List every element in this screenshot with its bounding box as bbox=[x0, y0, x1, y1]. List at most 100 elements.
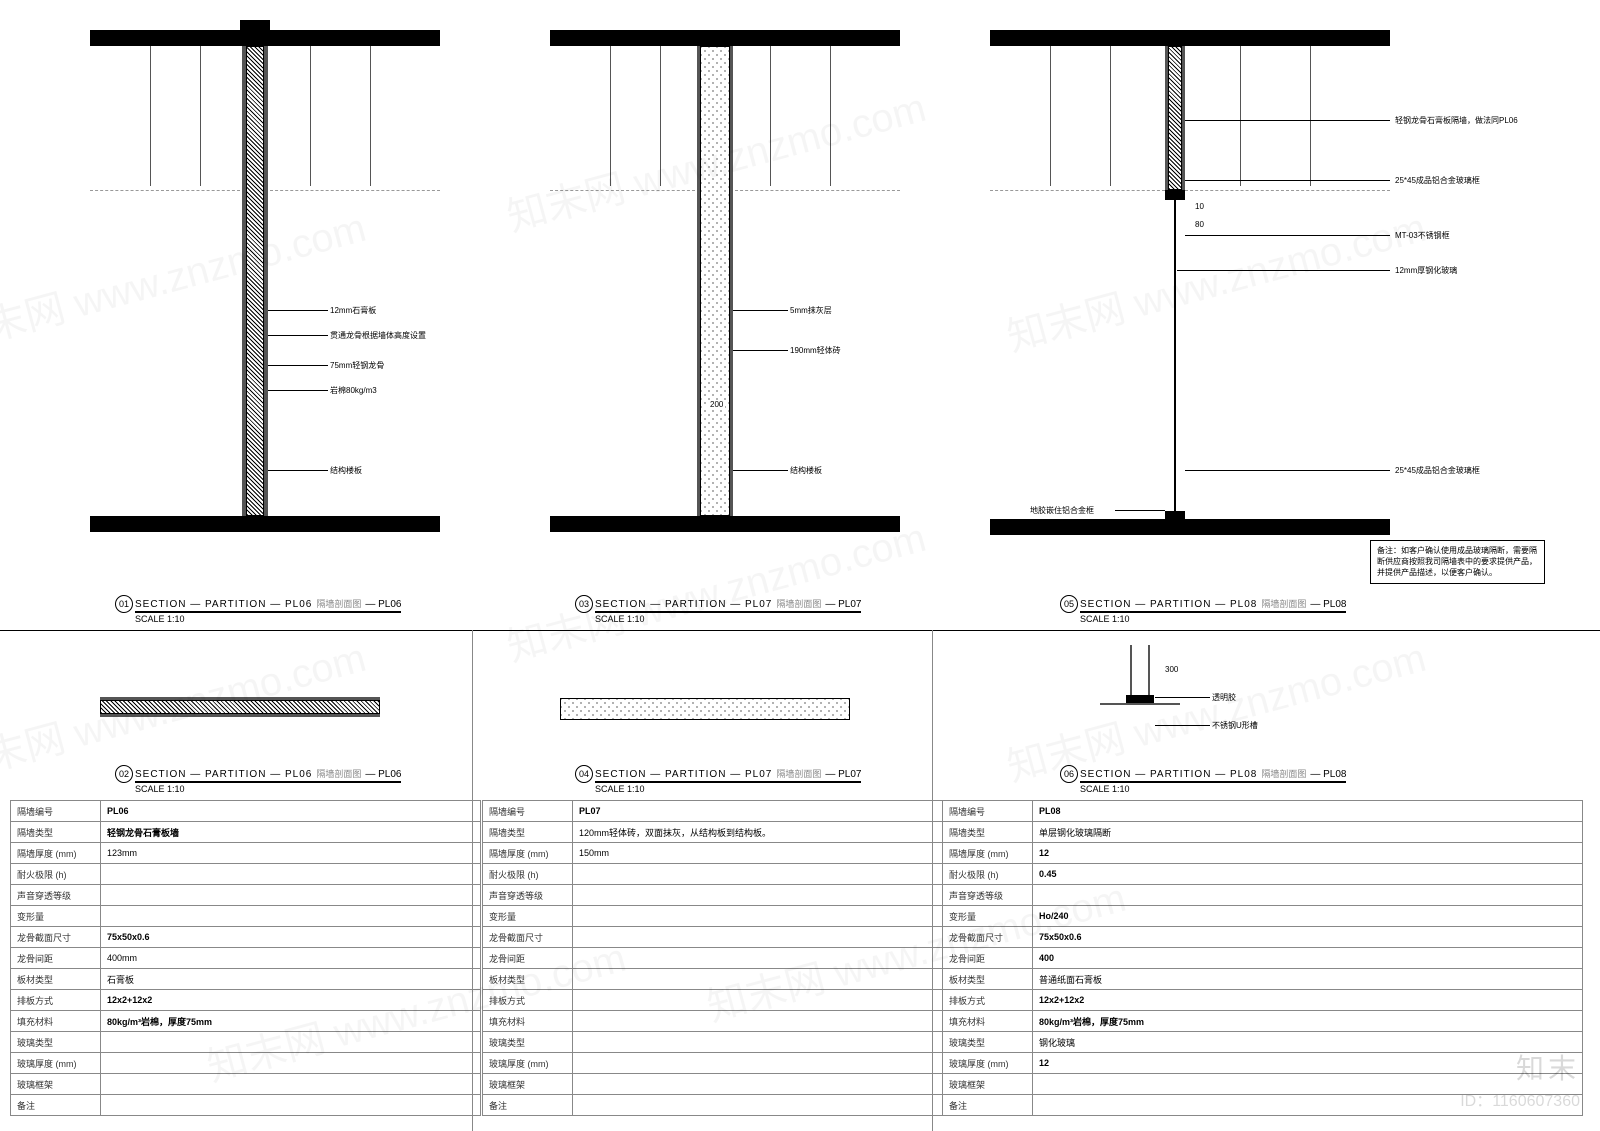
ceiling-r bbox=[270, 190, 440, 191]
callout-pl08-5: 25*45成品铝合金玻璃框 bbox=[1395, 465, 1480, 476]
id-mark: 知末 ID：1160607360 bbox=[1460, 1047, 1580, 1111]
hanger4 bbox=[830, 46, 831, 186]
callout-pl06-4: 岩棉80kg/m3 bbox=[330, 385, 377, 396]
callout-pl06-3: 75mm轻钢龙骨 bbox=[330, 360, 384, 371]
leader bbox=[1177, 270, 1390, 271]
dim-300: 300 bbox=[1165, 665, 1178, 674]
callout-pl07-1: 5mm抹灰层 bbox=[790, 305, 832, 316]
board-t bbox=[100, 697, 380, 700]
dim-10: 10 bbox=[1195, 202, 1204, 211]
callout-pl07-4: 结构楼板 bbox=[790, 465, 822, 476]
dim-80: 80 bbox=[1195, 220, 1204, 229]
leader bbox=[268, 335, 328, 336]
leader bbox=[1115, 510, 1165, 511]
num: 06 bbox=[1060, 765, 1078, 783]
spec-table-pl06: 隔墙编号PL06 隔墙类型轻钢龙骨石膏板墙 隔墙厚度 (mm)123mm 耐火极… bbox=[10, 800, 481, 1116]
num: 01 bbox=[115, 595, 133, 613]
hanger1 bbox=[150, 46, 151, 186]
frame-bot bbox=[1165, 511, 1185, 519]
callout-pl07-3: 200 bbox=[708, 400, 725, 409]
hanger1 bbox=[610, 46, 611, 186]
drawing-pl07-plan bbox=[560, 680, 860, 740]
slab-top-stub bbox=[240, 20, 270, 30]
glass-2 bbox=[1148, 645, 1150, 695]
page: 12mm石膏板 贯通龙骨根据墙体高度设置 75mm轻钢龙骨 岩棉80kg/m3 … bbox=[0, 0, 1600, 1131]
hanger4 bbox=[1310, 46, 1311, 186]
title-02: 02SECTION — PARTITION — PL06隔墙剖面图— PL06 … bbox=[115, 765, 401, 794]
leader bbox=[1185, 235, 1390, 236]
hanger2 bbox=[660, 46, 661, 186]
ceiling-l bbox=[90, 190, 240, 191]
leader bbox=[1155, 725, 1210, 726]
leader bbox=[268, 310, 328, 311]
callout-plan-3: 不锈钢U形槽 bbox=[1212, 720, 1258, 731]
callout-plan-2: 透明胶 bbox=[1212, 692, 1236, 703]
leader bbox=[1155, 697, 1210, 698]
callout-pl08-3: MT-03不锈钢框 bbox=[1395, 230, 1450, 241]
frame-top bbox=[1165, 190, 1185, 200]
leader bbox=[733, 470, 788, 471]
title-05: 05SECTION — PARTITION — PL08隔墙剖面图— PL08 … bbox=[1060, 595, 1346, 624]
note-pl08: 备注：如客户确认使用成品玻璃隔断，需要隔断供应商按照我司隔墙表中的要求提供产品，… bbox=[1370, 540, 1545, 584]
hanger3 bbox=[1240, 46, 1241, 186]
title-06: 06SECTION — PARTITION — PL08隔墙剖面图— PL08 … bbox=[1060, 765, 1346, 794]
callout-pl06-2: 贯通龙骨根据墙体高度设置 bbox=[330, 330, 426, 341]
hanger2 bbox=[200, 46, 201, 186]
glass bbox=[1174, 200, 1176, 511]
board-l bbox=[242, 46, 246, 516]
wall-block bbox=[700, 46, 730, 516]
callout-pl08-4: 12mm厚钢化玻璃 bbox=[1395, 265, 1457, 276]
num: 05 bbox=[1060, 595, 1078, 613]
slab-bot bbox=[990, 519, 1390, 535]
wall-plan bbox=[100, 700, 380, 714]
title-01: 01SECTION — PARTITION — PL06隔墙剖面图— PL06 … bbox=[115, 595, 401, 624]
num: 03 bbox=[575, 595, 593, 613]
callout-pl08-1: 轻钢龙骨石膏板隔墙，做法同PL06 bbox=[1395, 115, 1518, 126]
board-r bbox=[264, 46, 268, 516]
callout-pl07-2: 190mm轻体砖 bbox=[790, 345, 841, 356]
leader bbox=[268, 365, 328, 366]
drawing-pl08-plan: 300 透明胶 不锈钢U形槽 bbox=[1070, 645, 1330, 755]
callout-pl06-5: 结构楼板 bbox=[330, 465, 362, 476]
slab-top bbox=[990, 30, 1390, 46]
ceiling-l bbox=[990, 190, 1165, 191]
callout-pl06-1: 12mm石膏板 bbox=[330, 305, 376, 316]
hanger4 bbox=[370, 46, 371, 186]
slab-top bbox=[90, 30, 440, 46]
wall-core bbox=[246, 46, 264, 516]
ceiling-r bbox=[1185, 190, 1390, 191]
drawing-pl07-section: 5mm抹灰层 190mm轻体砖 200 结构楼板 bbox=[530, 30, 930, 580]
hanger1 bbox=[1050, 46, 1051, 186]
leader bbox=[268, 390, 328, 391]
plaster-r bbox=[730, 46, 733, 516]
glass-1 bbox=[1130, 645, 1132, 695]
leader bbox=[1185, 470, 1390, 471]
num: 02 bbox=[115, 765, 133, 783]
drawing-pl08-section: 轻钢龙骨石膏板隔墙，做法同PL06 25*45成品铝合金玻璃框 10 80 MT… bbox=[970, 30, 1550, 600]
slab-top bbox=[550, 30, 900, 46]
board-r bbox=[1182, 46, 1185, 190]
title-03: 03SECTION — PARTITION — PL07隔墙剖面图— PL07 … bbox=[575, 595, 861, 624]
slab-bot bbox=[90, 516, 440, 532]
slab-bot bbox=[550, 516, 900, 532]
drawing-pl06-section: 12mm石膏板 贯通龙骨根据墙体高度设置 75mm轻钢龙骨 岩棉80kg/m3 … bbox=[70, 30, 470, 580]
hanger3 bbox=[770, 46, 771, 186]
floor-line bbox=[1100, 703, 1180, 705]
u-channel bbox=[1126, 695, 1154, 703]
plaster-l bbox=[697, 46, 700, 516]
leader bbox=[1185, 120, 1390, 121]
callout-pl08-2: 25*45成品铝合金玻璃框 bbox=[1395, 175, 1480, 186]
drawing-pl06-plan bbox=[100, 680, 400, 740]
ceiling-r bbox=[735, 190, 900, 191]
spec-table-pl07: 隔墙编号PL07 隔墙类型120mm轻体砖，双面抹灰，从结构板到结构板。 隔墙厚… bbox=[482, 800, 953, 1116]
board-l bbox=[1165, 46, 1168, 190]
stud-wall bbox=[1168, 46, 1182, 190]
hanger3 bbox=[310, 46, 311, 186]
leader bbox=[268, 470, 328, 471]
board-b bbox=[100, 714, 380, 717]
leader bbox=[733, 310, 788, 311]
wall-plan bbox=[560, 698, 850, 720]
leader bbox=[733, 350, 788, 351]
hanger2 bbox=[1110, 46, 1111, 186]
divider-h bbox=[0, 630, 1600, 631]
